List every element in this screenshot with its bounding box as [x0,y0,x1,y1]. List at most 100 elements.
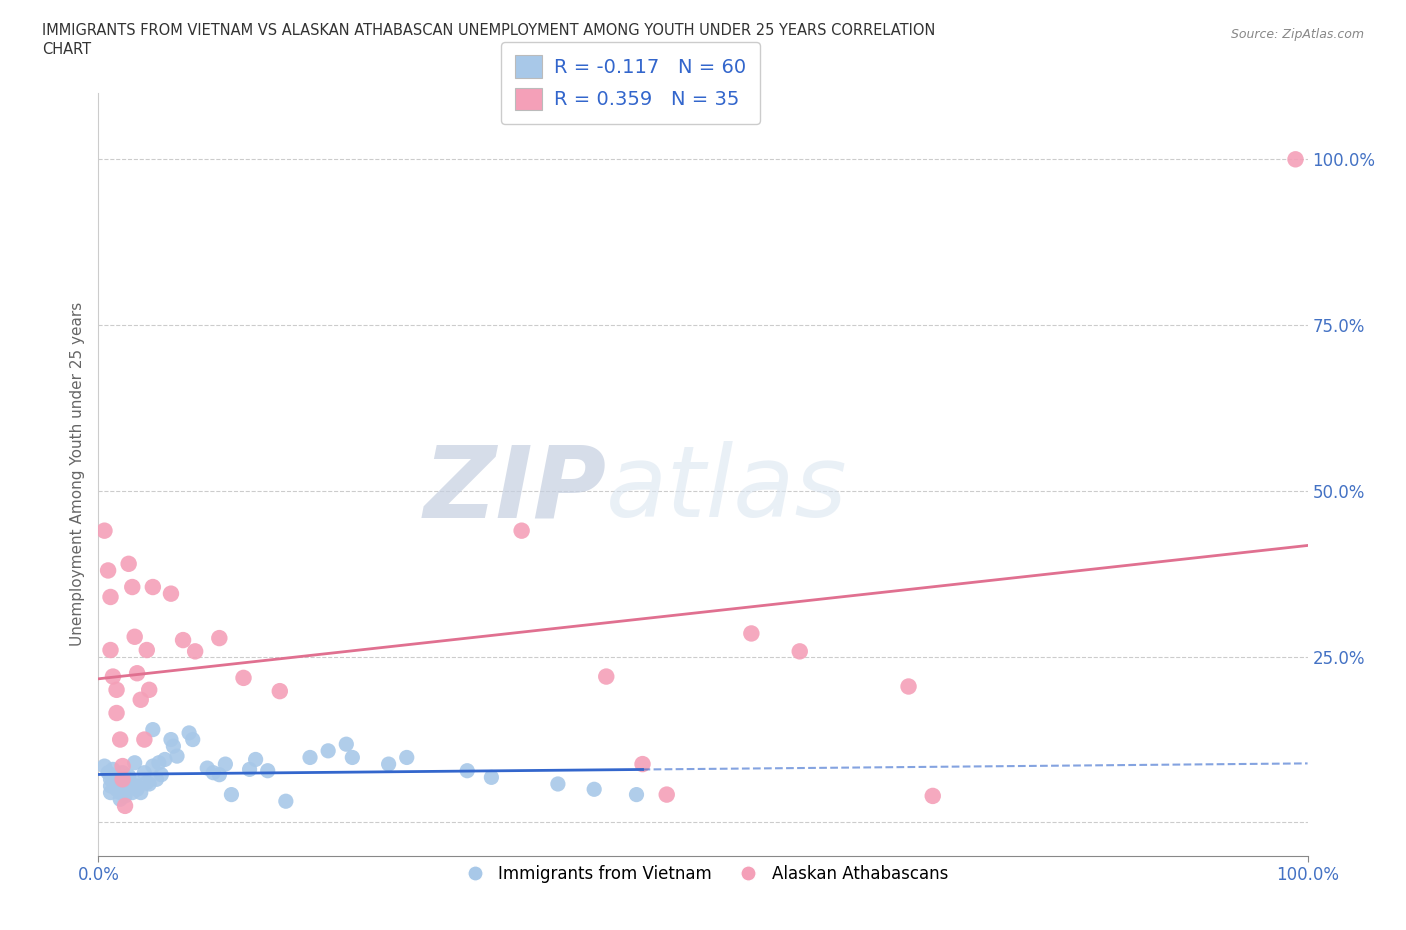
Point [93,759,115,774]
Point [142,579,165,594]
Point [121,785,143,800]
Point [138,683,160,698]
Point [100,590,122,604]
Point [172,632,194,647]
Point [127,782,149,797]
Point [153,752,176,767]
Point [162,738,184,753]
Point [256,764,278,778]
Point [111,778,134,793]
Point [134,765,156,780]
Point [118,768,141,783]
Point [105,782,128,797]
Point [111,765,134,780]
Text: ZIP: ZIP [423,441,606,538]
Point [121,778,143,793]
Point [101,669,124,684]
Point [395,750,418,764]
Point [129,785,152,800]
Point [160,586,183,601]
Point [105,776,128,790]
Point [208,767,231,782]
Point [655,787,678,802]
Text: Source: ZipAtlas.com: Source: ZipAtlas.com [1230,28,1364,41]
Point [316,743,339,758]
Point [108,791,131,806]
Point [239,762,262,777]
Point [221,787,243,802]
Point [121,579,143,594]
Point [135,643,157,658]
Point [142,759,165,774]
Point [135,776,157,790]
Point [142,723,165,737]
Point [547,777,569,791]
Point [510,524,533,538]
Point [129,692,152,707]
Point [269,684,291,698]
Point [595,669,617,684]
Point [111,772,134,787]
Point [100,785,122,800]
Point [114,789,136,804]
Point [1284,152,1306,166]
Text: CHART: CHART [42,42,91,57]
Point [245,752,267,767]
Point [342,750,364,764]
Point [134,732,156,747]
Point [274,794,297,809]
Point [127,666,149,681]
Point [202,765,225,780]
Point [166,749,188,764]
Point [179,725,201,740]
Point [631,757,654,772]
Point [93,524,115,538]
Point [100,778,122,793]
Point [583,782,606,797]
Point [118,776,141,790]
Point [184,644,207,658]
Point [208,631,231,645]
Point [114,782,136,797]
Point [118,772,141,787]
Legend: Immigrants from Vietnam, Alaskan Athabascans: Immigrants from Vietnam, Alaskan Athabas… [451,857,955,889]
Point [138,777,160,791]
Point [105,768,128,783]
Point [101,762,124,777]
Point [114,799,136,814]
Point [118,556,141,571]
Point [456,764,478,778]
Point [214,757,236,772]
Point [195,761,218,776]
Text: atlas: atlas [606,441,848,538]
Point [100,772,122,787]
Text: IMMIGRANTS FROM VIETNAM VS ALASKAN ATHABASCAN UNEMPLOYMENT AMONG YOUTH UNDER 25 : IMMIGRANTS FROM VIETNAM VS ALASKAN ATHAB… [42,23,935,38]
Point [124,755,146,770]
Point [145,772,167,787]
Point [124,776,146,790]
Point [377,757,399,772]
Point [111,772,134,787]
Point [789,644,811,658]
Point [481,770,503,785]
Point [108,732,131,747]
Point [97,765,120,780]
Point [105,706,128,721]
Point [299,750,322,764]
Point [111,759,134,774]
Point [148,755,170,770]
Point [921,789,943,804]
Point [97,563,120,578]
Point [124,630,146,644]
Y-axis label: Unemployment Among Youth under 25 years: Unemployment Among Youth under 25 years [69,302,84,646]
Point [181,732,204,747]
Point [108,785,131,800]
Point [897,679,920,694]
Point [160,732,183,747]
Point [150,767,173,782]
Point [232,671,254,685]
Point [105,683,128,698]
Point [100,643,122,658]
Point [127,778,149,793]
Point [626,787,648,802]
